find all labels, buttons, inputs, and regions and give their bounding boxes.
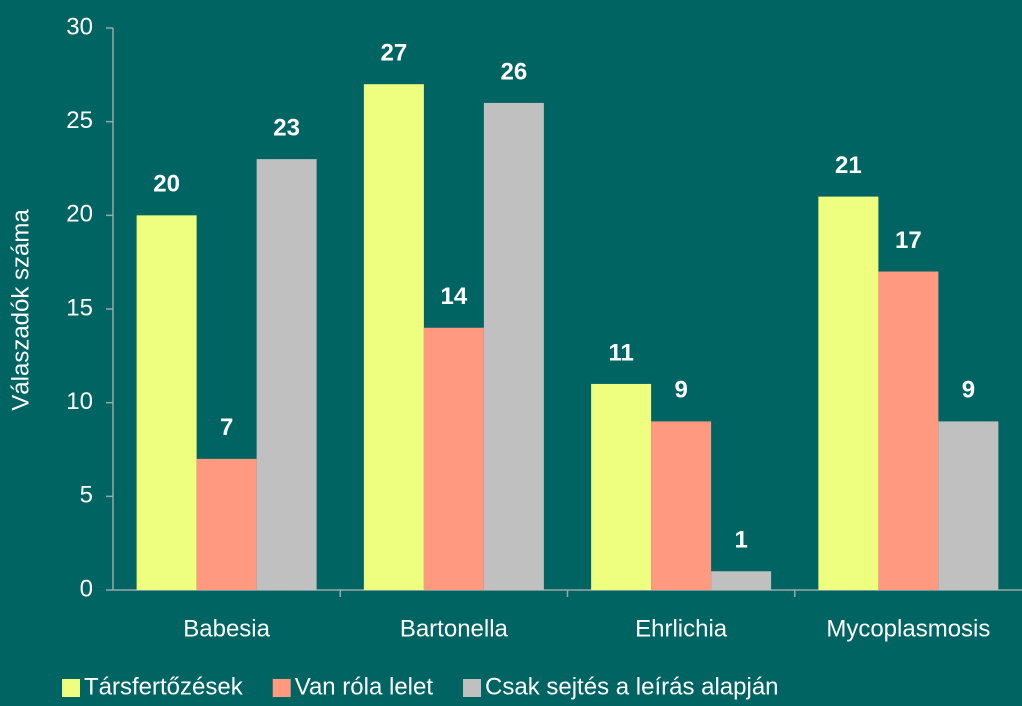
y-tick-label: 0 <box>80 575 93 602</box>
data-label: 11 <box>608 339 633 366</box>
data-label: 21 <box>835 152 862 179</box>
y-tick-label: 30 <box>66 13 93 40</box>
x-tick-label: Bartonella <box>400 615 509 642</box>
data-label: 7 <box>220 414 233 441</box>
legend-label: Van róla lelet <box>295 673 434 700</box>
data-label: 9 <box>962 377 975 404</box>
x-tick-label: Ehrlichia <box>635 615 728 642</box>
bar <box>591 383 652 590</box>
legend-swatch <box>463 679 482 697</box>
legend-swatch <box>272 679 291 697</box>
bar <box>256 159 317 590</box>
legend-swatch <box>62 679 80 697</box>
bar <box>136 215 197 591</box>
y-tick-label: 5 <box>80 482 93 509</box>
legend-label: Csak sejtés a leírás alapján <box>485 673 778 700</box>
y-tick-label: 15 <box>66 294 93 321</box>
bar <box>423 327 484 590</box>
bar <box>483 102 544 590</box>
bar <box>711 571 772 590</box>
x-tick-label: Mycoplasmosis <box>826 615 990 642</box>
data-label: 23 <box>273 114 300 141</box>
legend-label: Társfertőzések <box>84 673 244 700</box>
bar <box>196 458 257 590</box>
bar <box>651 421 712 590</box>
bar <box>818 196 879 590</box>
data-label: 14 <box>441 283 468 310</box>
y-tick-label: 20 <box>66 201 93 228</box>
y-axis-label: Válaszadók száma <box>7 209 34 411</box>
bar <box>938 421 999 590</box>
x-tick-label: Babesia <box>183 615 270 642</box>
data-label: 26 <box>501 58 528 85</box>
bar <box>878 271 939 590</box>
data-label: 27 <box>381 40 408 67</box>
data-label: 20 <box>153 171 180 198</box>
data-label: 9 <box>674 377 687 404</box>
data-label: 17 <box>895 227 922 254</box>
data-label: 1 <box>734 527 747 554</box>
y-tick-label: 25 <box>66 107 93 134</box>
bar <box>363 84 424 590</box>
y-tick-label: 10 <box>66 388 93 415</box>
